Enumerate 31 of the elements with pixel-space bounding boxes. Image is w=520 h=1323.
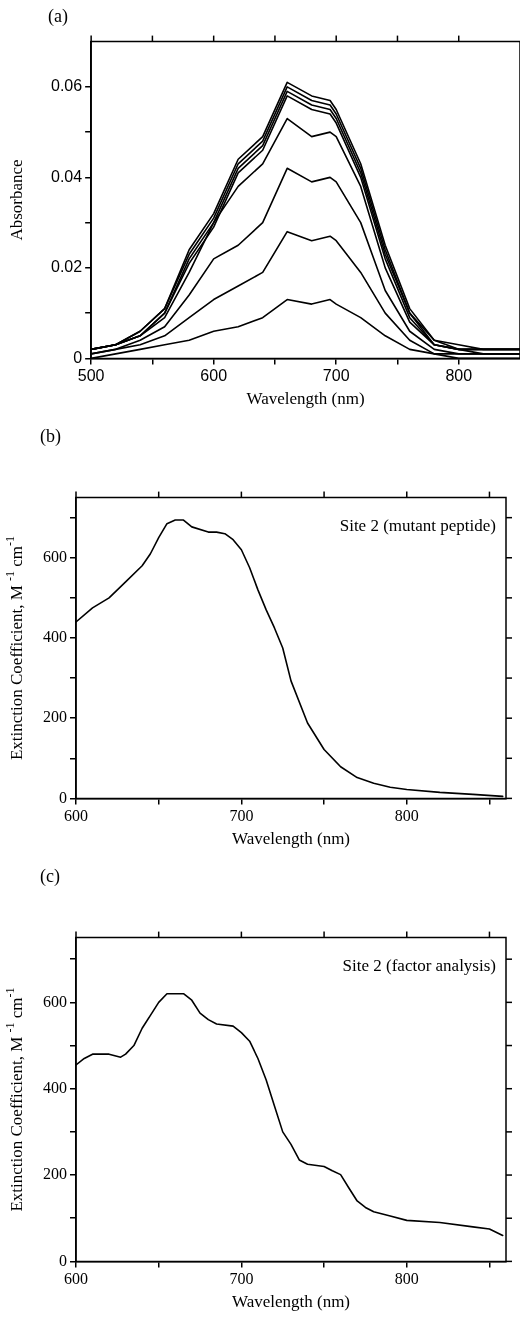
y-tick-label: 0.02: [51, 258, 83, 276]
y-axis-title: Absorbance: [7, 159, 27, 241]
y-tick-label: 400: [43, 628, 67, 646]
y-tick-label: 0: [59, 1251, 67, 1269]
y-tick-label: 0: [59, 788, 67, 806]
y-tick-label: 0.04: [51, 167, 83, 185]
x-tick-label: 800: [394, 1270, 419, 1288]
x-tick-label: 700: [322, 367, 350, 385]
x-tick-label: 700: [229, 807, 254, 825]
x-tick-label: 800: [394, 807, 419, 825]
annotation: Site 2 (mutant peptide): [339, 515, 496, 535]
y-tick-label: 0.06: [51, 77, 83, 95]
y-axis-title: Extinction Coefficient, M -1 cm-1: [3, 987, 27, 1212]
x-tick-label: 500: [77, 367, 105, 385]
y-tick-label: 600: [43, 547, 67, 565]
x-tick-label: 800: [445, 367, 473, 385]
x-tick-label: 600: [200, 367, 228, 385]
x-axis-title: Wavelength (nm): [231, 1292, 351, 1312]
chart-title: (b): [40, 425, 61, 447]
y-tick-label: 200: [43, 1165, 67, 1183]
chart-title: (a): [48, 5, 68, 27]
x-tick-label: 700: [229, 1270, 254, 1288]
y-tick-label: 0: [73, 348, 83, 366]
y-axis-title: Extinction Coefficient, M -1 cm-1: [3, 535, 27, 761]
y-tick-label: 200: [43, 708, 67, 726]
y-tick-label: 600: [43, 992, 67, 1010]
annotation: Site 2 (factor analysis): [342, 955, 496, 975]
chart-title: (c): [40, 865, 60, 887]
y-tick-label: 400: [43, 1078, 67, 1096]
x-axis-title: Wavelength (nm): [231, 829, 351, 849]
x-axis-title: Wavelength (nm): [246, 389, 365, 409]
